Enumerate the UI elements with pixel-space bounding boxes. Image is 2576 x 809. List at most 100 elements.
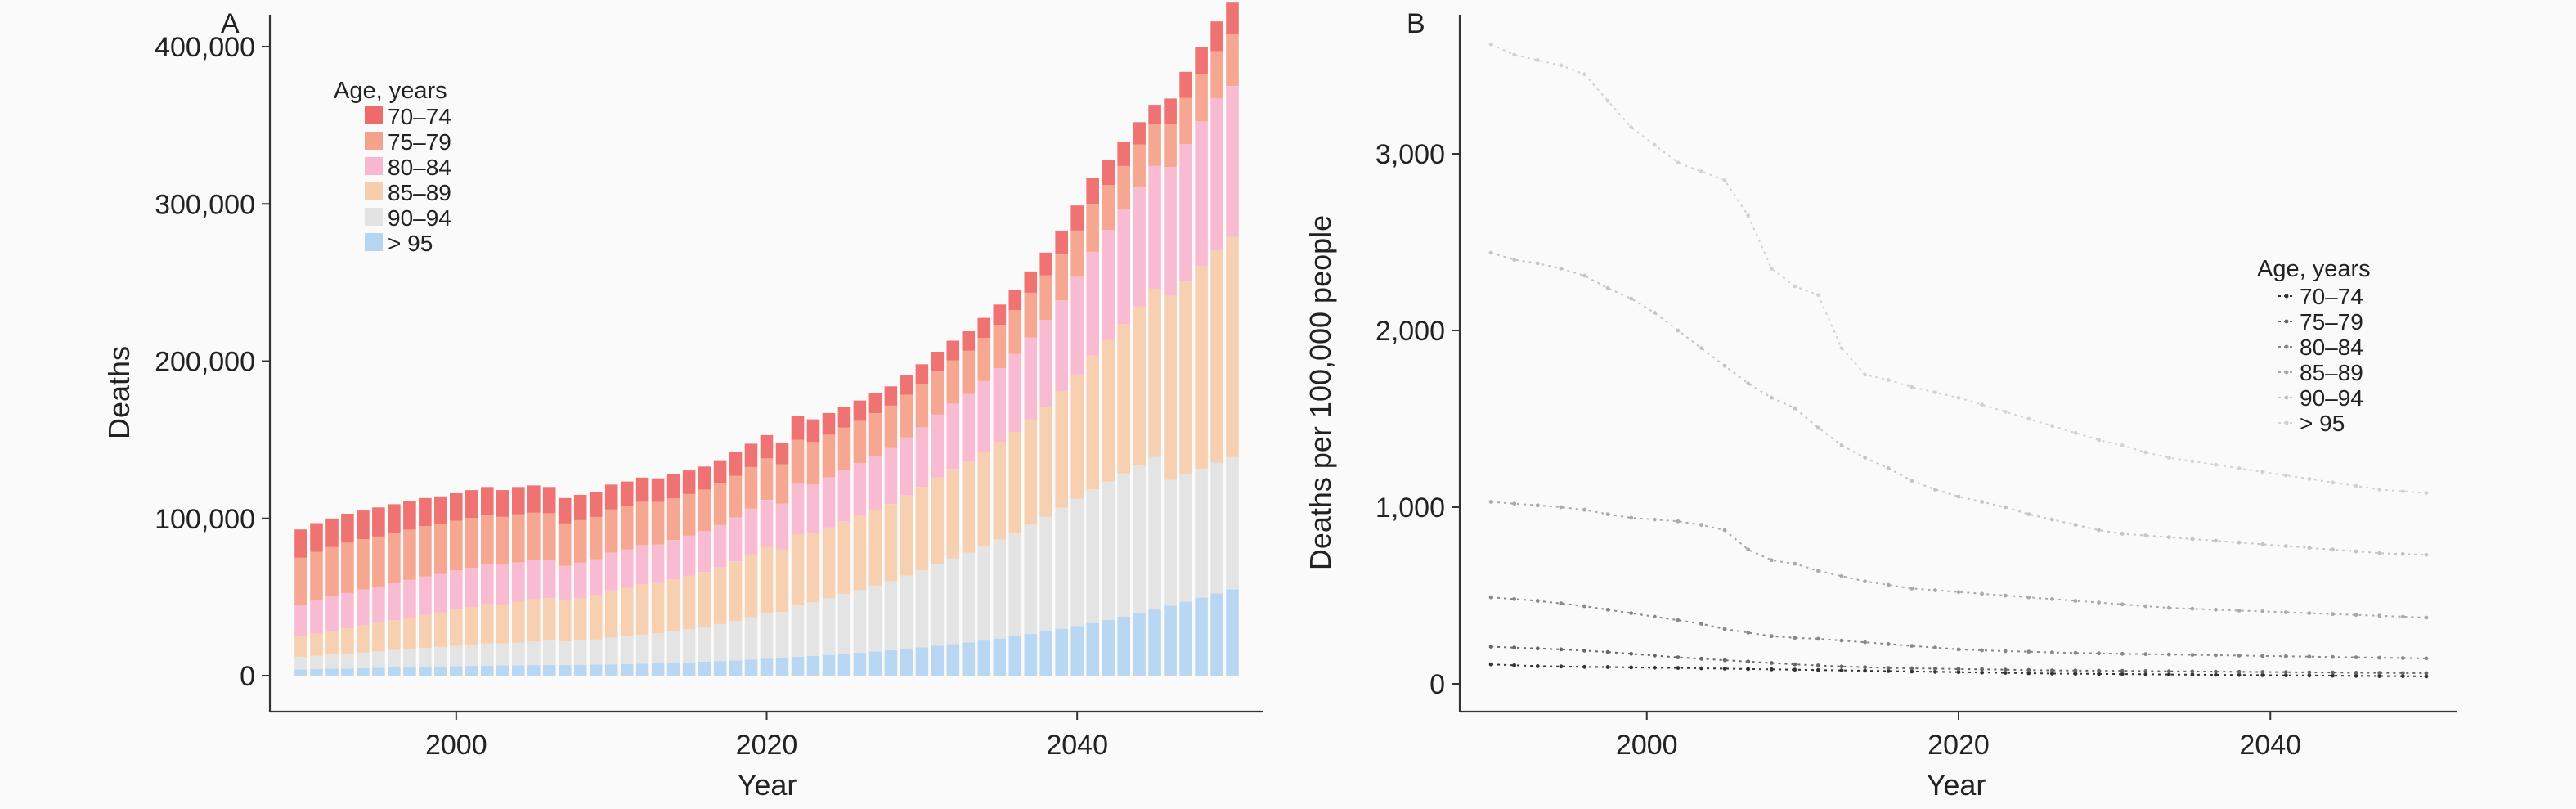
- point-80-84-26: [2097, 651, 2102, 656]
- bar-1994-85-89: [357, 625, 370, 653]
- panel-a: A 0 100,000 200,000 300,000 400,000 2000 2020…: [102, 2, 1263, 802]
- point-70-74-15: [1839, 668, 1844, 672]
- point-95-14: [1816, 293, 1820, 298]
- bar-2015-70-74: [682, 470, 696, 494]
- bar-2003-80-84: [496, 564, 509, 605]
- bar-2046-85-89: [1164, 295, 1177, 480]
- b-legend-label-85-89: 85–89: [2300, 360, 2363, 385]
- a-legend-swatch-85-89: [365, 182, 383, 200]
- point-80-84-15: [1839, 638, 1844, 643]
- point-70-74-38: [2377, 674, 2382, 678]
- point-80-84-11: [1746, 631, 1751, 635]
- bar-2024-75-79: [822, 434, 836, 478]
- bar-2006-95: [542, 664, 556, 676]
- point-85-89-0: [1488, 500, 1493, 504]
- bar-2048-95: [1195, 597, 1208, 676]
- bar-2036-80-84: [1008, 353, 1022, 432]
- point-80-84-30: [2190, 653, 2195, 657]
- point-85-89-9: [1699, 523, 1703, 527]
- bar-2043-70-74: [1117, 142, 1130, 166]
- point-90-94-12: [1769, 395, 1774, 400]
- b-legend-label-75-79: 75–79: [2300, 309, 2363, 335]
- point-70-74-14: [1816, 667, 1820, 672]
- bar-2017-90-94: [713, 623, 727, 662]
- bar-2022-85-89: [791, 534, 805, 605]
- bar-2045-90-94: [1148, 456, 1161, 610]
- point-90-94-6: [1629, 296, 1634, 301]
- point-90-94-9: [1699, 346, 1703, 350]
- point-90-94-38: [2377, 551, 2382, 555]
- bar-2017-85-89: [713, 567, 727, 624]
- bar-2003-95: [496, 665, 509, 676]
- point-75-79-29: [2166, 669, 2171, 674]
- bar-2011-85-89: [620, 587, 634, 637]
- point-80-84-35: [2307, 654, 2312, 659]
- a-legend-label-90-94: 90–94: [388, 205, 451, 231]
- bar-2022-70-74: [791, 416, 805, 440]
- bar-2021-90-94: [775, 612, 789, 658]
- point-90-94-13: [1793, 406, 1797, 411]
- point-70-74-0: [1488, 662, 1493, 667]
- bar-2036-85-89: [1008, 432, 1022, 533]
- panel-a-label: A: [221, 8, 240, 39]
- point-75-79-28: [2143, 669, 2148, 673]
- bar-2006-80-84: [542, 560, 556, 599]
- bar-2049-80-84: [1210, 97, 1223, 251]
- point-75-79-2: [1535, 646, 1540, 651]
- bar-1998-80-84: [419, 576, 432, 615]
- bar-2034-75-79: [977, 338, 991, 381]
- point-85-89-40: [2424, 615, 2429, 620]
- bar-1993-75-79: [341, 542, 354, 593]
- bar-2019-75-79: [744, 466, 758, 509]
- a-ytick-label-300000: 300,000: [155, 189, 255, 220]
- bar-2008-95: [573, 664, 587, 676]
- bar-2001-80-84: [465, 567, 478, 607]
- b-legend-label-70-74: 70–74: [2300, 284, 2363, 309]
- bar-2012-80-84: [635, 545, 649, 585]
- point-75-79-38: [2377, 671, 2382, 675]
- bar-2015-80-84: [682, 535, 696, 576]
- point-95-0: [1488, 42, 1493, 47]
- bar-1990-90-94: [294, 656, 307, 670]
- b-legend-dot-95: [2284, 420, 2289, 425]
- bar-2012-85-89: [635, 584, 649, 635]
- bar-2045-70-74: [1148, 105, 1161, 124]
- point-80-84-34: [2283, 654, 2288, 658]
- bar-1990-85-89: [294, 636, 307, 657]
- bar-2035-95: [993, 638, 1007, 676]
- point-80-84-4: [1582, 604, 1586, 609]
- bar-1999-85-89: [434, 612, 447, 647]
- point-95-9: [1699, 169, 1703, 174]
- bar-2025-90-94: [837, 594, 851, 654]
- bar-2004-95: [512, 665, 525, 676]
- point-80-84-28: [2143, 652, 2148, 657]
- bar-1997-75-79: [403, 529, 416, 580]
- bar-2032-80-84: [946, 403, 960, 470]
- point-80-84-12: [1769, 634, 1774, 639]
- bar-2008-75-79: [573, 519, 587, 563]
- b-ytick-label-1000: 1,000: [1376, 492, 1445, 524]
- bar-2040-95: [1070, 626, 1084, 676]
- point-95-23: [2026, 416, 2031, 421]
- point-85-89-35: [2307, 611, 2312, 615]
- point-70-74-25: [2073, 672, 2078, 676]
- bar-1993-80-84: [341, 592, 354, 629]
- bar-2045-80-84: [1148, 165, 1161, 289]
- bar-2033-80-84: [962, 393, 976, 462]
- point-75-79-18: [1910, 666, 1914, 671]
- point-70-74-20: [1956, 670, 1961, 675]
- bar-2028-70-74: [884, 386, 898, 406]
- point-90-94-22: [2003, 505, 2008, 510]
- bar-2015-85-89: [682, 575, 696, 630]
- point-85-89-36: [2331, 612, 2335, 617]
- point-90-94-11: [1746, 381, 1751, 386]
- point-85-89-29: [2166, 605, 2171, 610]
- bar-2005-75-79: [527, 512, 541, 560]
- bar-2024-85-89: [822, 527, 836, 599]
- bar-2041-95: [1086, 622, 1099, 676]
- point-95-31: [2214, 462, 2218, 467]
- bar-2050-95: [1226, 589, 1239, 676]
- bar-2030-95: [915, 647, 929, 676]
- point-75-79-21: [1980, 667, 1985, 672]
- point-80-84-29: [2166, 652, 2171, 657]
